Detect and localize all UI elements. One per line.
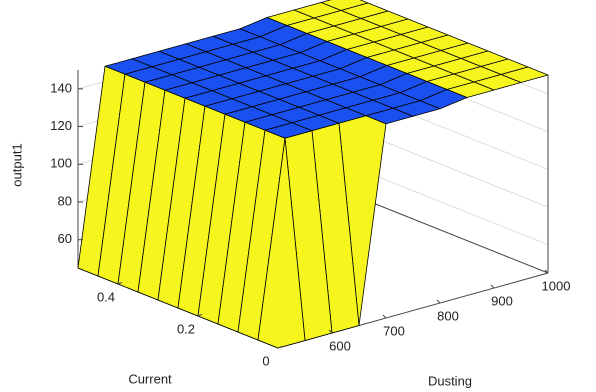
x-tick xyxy=(277,346,283,349)
surface-face xyxy=(257,137,306,349)
z-tick-label: 100 xyxy=(50,156,72,171)
y-tick xyxy=(382,314,387,319)
y-tick-label: 900 xyxy=(491,293,513,308)
x-tick xyxy=(117,282,123,285)
y-tick xyxy=(490,284,495,289)
x-tick-label: 0 xyxy=(262,353,269,368)
y-tick-label: 600 xyxy=(329,338,351,353)
z-tick-label: 80 xyxy=(58,193,72,208)
box-edge xyxy=(347,192,549,274)
y-tick xyxy=(328,329,333,334)
z-axis-label: output1 xyxy=(9,143,24,186)
y-axis-label: Dusting xyxy=(428,373,472,388)
z-tick-label: 120 xyxy=(50,118,72,133)
x-tick xyxy=(197,314,203,317)
grid-line xyxy=(347,164,549,246)
y-tick xyxy=(544,269,549,274)
y-tick-label: 700 xyxy=(383,323,405,338)
y-tick-label: 1000 xyxy=(542,278,571,293)
z-tick-label: 140 xyxy=(50,80,72,95)
x-axis-label: Current xyxy=(128,371,172,386)
y-tick xyxy=(436,299,441,304)
x-tick-label: 0.4 xyxy=(97,289,115,304)
y-tick-label: 800 xyxy=(437,308,459,323)
z-tick-label: 60 xyxy=(58,231,72,246)
x-tick-label: 0.2 xyxy=(177,321,195,336)
